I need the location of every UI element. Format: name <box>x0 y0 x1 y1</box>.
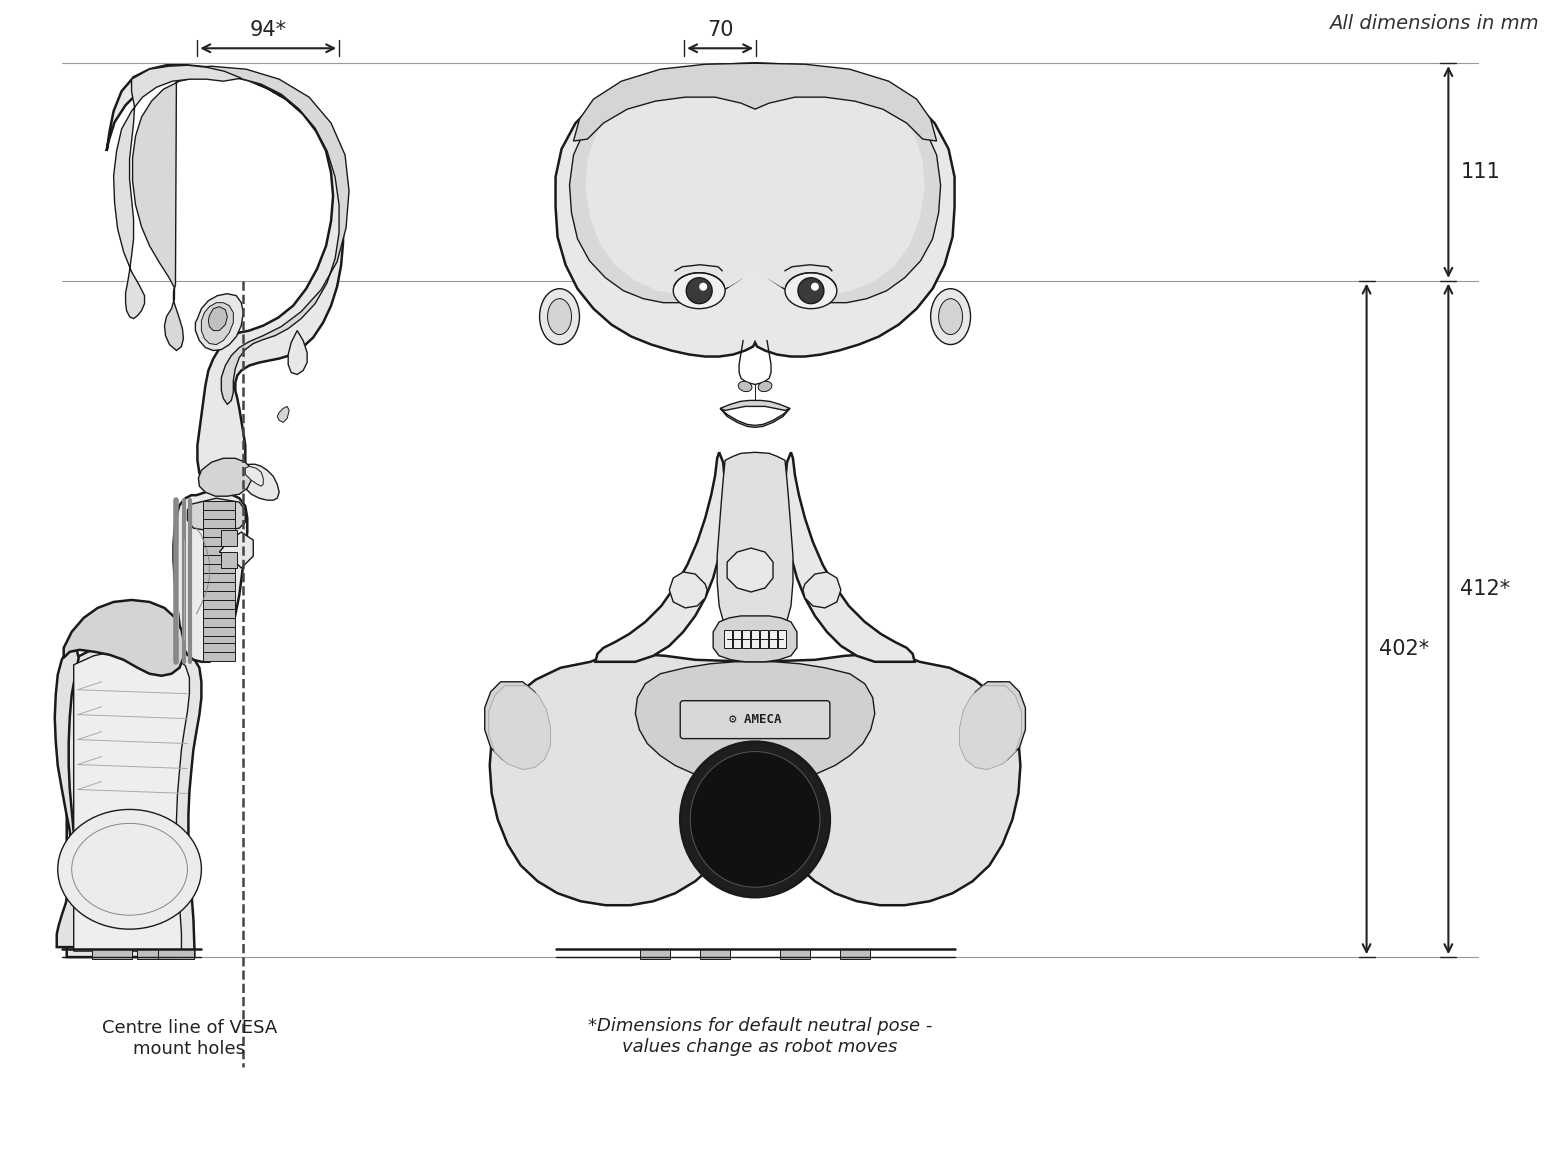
Polygon shape <box>574 64 936 141</box>
Polygon shape <box>959 686 1022 769</box>
Ellipse shape <box>811 283 819 291</box>
Polygon shape <box>187 498 245 532</box>
Polygon shape <box>713 616 797 662</box>
Ellipse shape <box>699 283 707 291</box>
Polygon shape <box>700 949 730 959</box>
Ellipse shape <box>540 289 579 344</box>
Polygon shape <box>137 949 176 959</box>
Polygon shape <box>488 686 551 769</box>
Polygon shape <box>743 629 750 648</box>
Polygon shape <box>92 949 131 959</box>
Polygon shape <box>569 66 941 303</box>
Polygon shape <box>114 65 242 319</box>
Polygon shape <box>245 467 264 486</box>
Text: 94*: 94* <box>250 21 287 40</box>
Polygon shape <box>67 643 201 957</box>
Polygon shape <box>159 949 195 959</box>
Polygon shape <box>203 591 236 609</box>
Polygon shape <box>239 464 279 500</box>
Polygon shape <box>106 65 343 494</box>
Text: All dimensions in mm: All dimensions in mm <box>1329 14 1538 32</box>
Ellipse shape <box>690 752 821 887</box>
Polygon shape <box>555 64 955 357</box>
Polygon shape <box>640 949 671 959</box>
Polygon shape <box>203 643 236 661</box>
Polygon shape <box>203 537 236 556</box>
Polygon shape <box>803 572 841 608</box>
Polygon shape <box>780 949 810 959</box>
Polygon shape <box>203 573 236 591</box>
Polygon shape <box>724 629 732 648</box>
Polygon shape <box>203 556 236 573</box>
Polygon shape <box>203 609 236 627</box>
Ellipse shape <box>931 289 970 344</box>
Ellipse shape <box>58 810 201 929</box>
Polygon shape <box>785 453 914 662</box>
Polygon shape <box>203 519 236 537</box>
Polygon shape <box>201 303 234 344</box>
Polygon shape <box>173 490 248 662</box>
Ellipse shape <box>548 299 571 335</box>
Polygon shape <box>964 681 1025 766</box>
Polygon shape <box>596 453 725 662</box>
Polygon shape <box>721 401 789 410</box>
Polygon shape <box>721 409 789 427</box>
Polygon shape <box>209 307 228 330</box>
Polygon shape <box>64 599 184 676</box>
Polygon shape <box>222 530 237 546</box>
Polygon shape <box>198 459 251 497</box>
Polygon shape <box>750 629 760 648</box>
Polygon shape <box>733 629 741 648</box>
Polygon shape <box>585 67 925 295</box>
Polygon shape <box>203 501 236 519</box>
Text: *Dimensions for default neutral pose -
values change as robot moves: *Dimensions for default neutral pose - v… <box>588 1016 933 1056</box>
Polygon shape <box>778 629 786 648</box>
Ellipse shape <box>799 277 824 304</box>
Polygon shape <box>839 949 870 959</box>
Polygon shape <box>289 330 307 374</box>
Text: 402*: 402* <box>1379 639 1429 658</box>
Ellipse shape <box>758 381 772 392</box>
Ellipse shape <box>738 381 752 392</box>
Ellipse shape <box>674 273 725 308</box>
Polygon shape <box>222 552 237 568</box>
Text: ⚙ AMECA: ⚙ AMECA <box>729 713 782 726</box>
Polygon shape <box>669 572 707 608</box>
Polygon shape <box>727 549 774 593</box>
FancyBboxPatch shape <box>680 701 830 738</box>
Polygon shape <box>635 662 875 785</box>
Polygon shape <box>55 648 80 947</box>
Polygon shape <box>133 66 349 404</box>
Text: Centre line of VESA
mount holes: Centre line of VESA mount holes <box>101 1019 278 1058</box>
Ellipse shape <box>686 277 713 304</box>
Polygon shape <box>485 681 546 766</box>
Text: 412*: 412* <box>1460 579 1510 599</box>
Text: 70: 70 <box>707 21 733 40</box>
Polygon shape <box>195 293 243 351</box>
Polygon shape <box>220 532 253 568</box>
Polygon shape <box>203 627 236 644</box>
Ellipse shape <box>680 742 830 897</box>
Ellipse shape <box>939 299 963 335</box>
Polygon shape <box>73 650 189 951</box>
Ellipse shape <box>785 273 836 308</box>
Text: 111: 111 <box>1460 162 1501 182</box>
Polygon shape <box>278 407 289 423</box>
Polygon shape <box>760 629 768 648</box>
Polygon shape <box>718 453 792 654</box>
Polygon shape <box>769 629 777 648</box>
Polygon shape <box>490 654 1020 906</box>
